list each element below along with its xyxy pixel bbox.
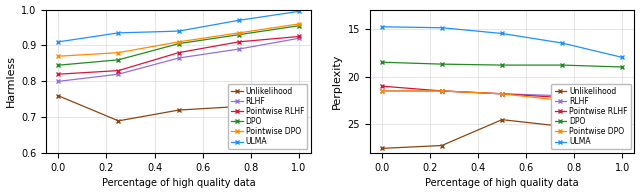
Pointwise DPO <box>498 93 506 95</box>
ULMA <box>438 27 445 29</box>
Line: Pointwise RLHF: Pointwise RLHF <box>56 34 301 77</box>
Pointwise DPO <box>378 90 385 92</box>
Pointwise RLHF <box>295 35 303 38</box>
ULMA <box>295 10 303 13</box>
Pointwise RLHF <box>235 41 243 43</box>
Line: ULMA: ULMA <box>56 9 301 44</box>
Unlikelihood <box>235 105 243 108</box>
Line: Pointwise DPO: Pointwise DPO <box>56 22 301 59</box>
DPO <box>115 59 122 61</box>
Line: DPO: DPO <box>380 60 625 69</box>
Y-axis label: Harmless: Harmless <box>6 55 15 107</box>
RLHF <box>558 94 566 97</box>
DPO <box>175 42 182 45</box>
ULMA <box>498 32 506 35</box>
RLHF <box>498 93 506 95</box>
DPO <box>54 64 62 66</box>
Unlikelihood <box>54 94 62 97</box>
RLHF <box>295 37 303 39</box>
Line: ULMA: ULMA <box>380 24 625 60</box>
Unlikelihood <box>175 109 182 111</box>
DPO <box>378 61 385 63</box>
RLHF <box>175 57 182 59</box>
Line: DPO: DPO <box>56 23 301 68</box>
Line: RLHF: RLHF <box>56 36 301 84</box>
DPO <box>558 64 566 66</box>
Line: Pointwise DPO: Pointwise DPO <box>380 88 625 106</box>
Pointwise RLHF <box>619 99 627 102</box>
Unlikelihood <box>619 123 627 126</box>
RLHF <box>115 73 122 75</box>
Pointwise DPO <box>235 32 243 34</box>
Legend: Unlikelihood, RLHF, Pointwise RLHF, DPO, Pointwise DPO, ULMA: Unlikelihood, RLHF, Pointwise RLHF, DPO,… <box>228 83 307 149</box>
Unlikelihood <box>438 144 445 147</box>
Line: Unlikelihood: Unlikelihood <box>56 93 301 123</box>
Pointwise DPO <box>438 90 445 92</box>
Unlikelihood <box>498 119 506 121</box>
Legend: Unlikelihood, RLHF, Pointwise RLHF, DPO, Pointwise DPO, ULMA: Unlikelihood, RLHF, Pointwise RLHF, DPO,… <box>552 83 630 149</box>
Pointwise DPO <box>54 55 62 57</box>
Pointwise DPO <box>619 102 627 105</box>
ULMA <box>619 56 627 59</box>
RLHF <box>235 48 243 50</box>
Y-axis label: Perplexity: Perplexity <box>332 54 342 109</box>
Pointwise RLHF <box>54 73 62 75</box>
RLHF <box>378 90 385 92</box>
Pointwise RLHF <box>115 69 122 72</box>
ULMA <box>115 32 122 34</box>
Line: Pointwise RLHF: Pointwise RLHF <box>380 84 625 103</box>
Pointwise RLHF <box>175 51 182 54</box>
ULMA <box>558 42 566 44</box>
RLHF <box>438 90 445 92</box>
ULMA <box>378 26 385 28</box>
Unlikelihood <box>378 147 385 150</box>
Pointwise DPO <box>115 51 122 54</box>
Pointwise RLHF <box>498 93 506 95</box>
Pointwise RLHF <box>558 96 566 99</box>
Line: RLHF: RLHF <box>380 88 625 100</box>
Unlikelihood <box>115 120 122 122</box>
ULMA <box>54 41 62 43</box>
X-axis label: Percentage of high quality data: Percentage of high quality data <box>102 178 255 188</box>
Line: Unlikelihood: Unlikelihood <box>380 117 625 151</box>
Pointwise RLHF <box>378 85 385 87</box>
Pointwise DPO <box>175 41 182 43</box>
Pointwise DPO <box>295 23 303 25</box>
DPO <box>235 34 243 36</box>
ULMA <box>175 30 182 32</box>
ULMA <box>235 19 243 22</box>
DPO <box>498 64 506 66</box>
Unlikelihood <box>295 116 303 118</box>
DPO <box>619 66 627 68</box>
RLHF <box>54 80 62 82</box>
Pointwise DPO <box>558 99 566 102</box>
X-axis label: Percentage of high quality data: Percentage of high quality data <box>425 178 579 188</box>
DPO <box>438 63 445 65</box>
RLHF <box>619 96 627 99</box>
Unlikelihood <box>558 125 566 127</box>
Pointwise RLHF <box>438 90 445 92</box>
DPO <box>295 25 303 27</box>
